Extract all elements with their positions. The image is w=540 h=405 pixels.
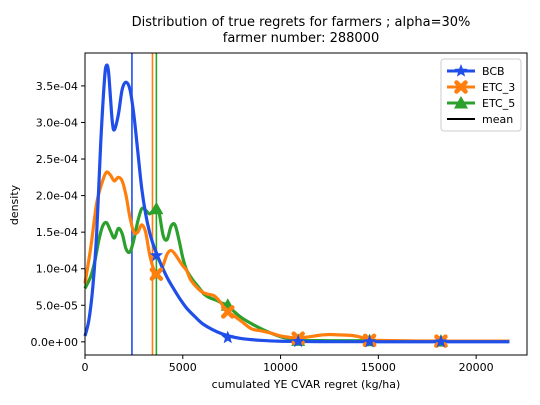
x-tick-label: 0 [82, 361, 89, 374]
y-tick-label: 3.0e-04 [36, 116, 78, 129]
y-tick-label: 1.5e-04 [36, 226, 78, 239]
legend-box [440, 58, 522, 132]
marker-etc_5-0 [149, 201, 164, 215]
marker-bcb-3 [362, 334, 377, 348]
legend-label-bcb: BCB [482, 65, 505, 78]
y-tick-label: 1.0e-04 [36, 263, 78, 276]
y-tick-label: 5.0e-05 [36, 299, 78, 312]
series-markers [149, 201, 448, 348]
marker-etc_3-0 [149, 267, 164, 281]
marker-bcb-4 [434, 334, 448, 348]
legend-label-mean: mean [482, 113, 513, 126]
y-tick-label: 2.5e-04 [36, 153, 78, 166]
marker-bcb-2 [291, 334, 305, 348]
x-axis-label: cumulated YE CVAR regret (kg/ha) [212, 378, 401, 391]
y-axis-label: density [8, 184, 21, 225]
marker-bcb-1 [221, 330, 235, 344]
legend-label-etc_3: ETC_3 [482, 81, 515, 94]
x-axis-ticks: 0 5000 10000 15000 20000 [82, 355, 494, 374]
legend-marker-bcb [454, 64, 468, 77]
chart-title: Distribution of true regrets for farmers… [132, 15, 471, 30]
y-tick-label: 3.5e-04 [36, 80, 78, 93]
chart-subtitle: farmer number: 288000 [223, 31, 379, 46]
legend-label-etc_5: ETC_5 [482, 97, 515, 110]
y-tick-label: 0.0e+00 [31, 336, 78, 349]
legend-marker-etc_3 [454, 80, 468, 94]
marker-etc_3-1 [221, 305, 235, 319]
x-tick-label: 20000 [459, 361, 494, 374]
x-tick-label: 15000 [361, 361, 396, 374]
x-tick-label: 5000 [169, 361, 197, 374]
series-line-etc_3 [83, 170, 510, 343]
legend-marker-etc_5 [454, 96, 468, 109]
marker-bcb-0 [149, 248, 164, 262]
x-tick-label: 10000 [263, 361, 298, 374]
y-axis-ticks: 0.0e+00 5.0e-05 1.0e-04 1.5e-04 2.0e-04 2.5e-… [31, 80, 85, 349]
plot-frame [84, 52, 528, 356]
y-tick-label: 2.0e-04 [36, 190, 78, 203]
